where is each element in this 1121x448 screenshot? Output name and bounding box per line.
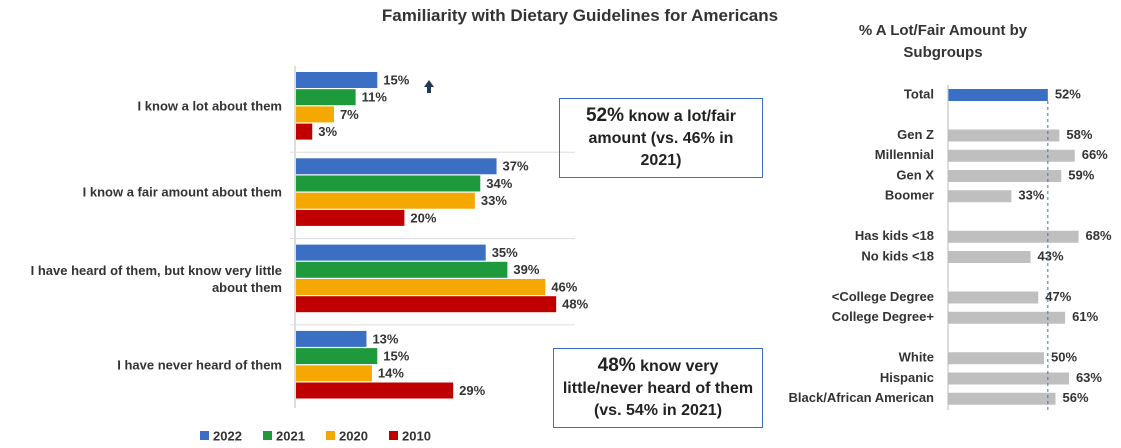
value-label: 52%	[1055, 86, 1081, 101]
bar	[948, 291, 1039, 304]
bar	[296, 244, 486, 261]
value-label: 33%	[481, 193, 507, 208]
value-label: 37%	[503, 159, 529, 174]
legend-label: 2022	[213, 428, 242, 443]
category-label: Gen Z	[897, 127, 934, 142]
bar	[948, 230, 1079, 243]
bar	[948, 190, 1012, 203]
category-label: College Degree+	[832, 309, 935, 324]
value-label: 34%	[486, 176, 512, 191]
bar	[296, 330, 367, 347]
value-label: 20%	[410, 210, 436, 225]
legend-label: 2021	[276, 428, 305, 443]
bar	[948, 372, 1069, 385]
value-label: 11%	[362, 90, 388, 105]
legend-swatch	[263, 431, 272, 440]
legend-label: 2020	[339, 428, 368, 443]
legend-label: 2010	[402, 428, 431, 443]
bar	[296, 72, 378, 88]
value-label: 58%	[1066, 127, 1092, 142]
category-label: Total	[904, 86, 934, 101]
category-label: Boomer	[885, 188, 934, 203]
value-label: 7%	[340, 107, 359, 122]
category-label: Hispanic	[880, 370, 934, 385]
value-label: 14%	[378, 366, 404, 381]
chart-title: Familiarity with Dietary Guidelines for …	[381, 6, 779, 25]
value-label: 68%	[1086, 228, 1112, 243]
category-label: Millennial	[875, 147, 934, 162]
category-label: White	[899, 350, 934, 365]
value-label: 61%	[1072, 309, 1098, 324]
bar	[296, 106, 334, 123]
annotation-box: 48% know very little/never heard of them…	[553, 348, 763, 428]
bar	[948, 251, 1031, 263]
chart-title: % A Lot/Fair Amount by Subgroups	[858, 22, 1028, 61]
value-label: 43%	[1038, 248, 1064, 263]
legend-swatch	[389, 431, 398, 440]
value-label: 13%	[372, 331, 398, 346]
annotation-text: know a lot/fair amount (vs. 46% in 2021)	[588, 108, 737, 169]
category-label: I have never heard of them	[117, 357, 282, 373]
bar	[296, 158, 497, 175]
value-label: 33%	[1018, 188, 1044, 203]
value-label: 56%	[1063, 390, 1089, 405]
value-label: 47%	[1045, 289, 1071, 304]
bar	[948, 170, 1062, 182]
category-label: Black/African American	[789, 390, 935, 405]
annotation-highlight: 48%	[597, 355, 636, 376]
bar	[296, 175, 481, 192]
value-label: 15%	[383, 72, 409, 87]
value-label: 50%	[1051, 350, 1077, 365]
bar	[296, 382, 454, 399]
bar	[948, 149, 1075, 162]
value-label: 3%	[318, 124, 337, 139]
bar	[296, 365, 372, 382]
bar	[948, 392, 1056, 405]
annotation-highlight: 52%	[585, 105, 624, 126]
annotation-text: know very little/never heard of them (vs…	[562, 358, 754, 419]
up-arrow-icon	[424, 80, 434, 93]
value-label: 29%	[459, 383, 485, 398]
bar	[296, 296, 557, 313]
bar	[296, 279, 546, 295]
value-label: 59%	[1068, 167, 1094, 182]
value-label: 15%	[383, 349, 409, 364]
category-label: I have heard of them, but know very litt…	[30, 262, 282, 295]
bar	[296, 123, 313, 140]
category-label: <College Degree	[832, 289, 934, 304]
bar	[296, 209, 405, 226]
category-label: I know a lot about them	[137, 98, 282, 114]
annotation-box: 52% know a lot/fair amount (vs. 46% in 2…	[559, 98, 763, 178]
value-label: 66%	[1082, 147, 1108, 162]
bar	[296, 261, 508, 278]
bar	[948, 129, 1060, 142]
category-label: Gen X	[896, 167, 934, 182]
bar	[296, 348, 378, 365]
category-label: I know a fair amount about them	[82, 184, 282, 200]
bar	[948, 89, 1048, 101]
legend-swatch	[326, 431, 335, 440]
bar	[296, 89, 356, 106]
bar	[296, 192, 475, 209]
category-label: Has kids <18	[855, 228, 934, 243]
bar	[948, 352, 1044, 365]
value-label: 35%	[492, 245, 518, 260]
category-label: No kids <18	[861, 248, 934, 263]
legend-swatch	[200, 431, 209, 440]
bar	[948, 311, 1066, 324]
value-label: 63%	[1076, 370, 1102, 385]
value-label: 46%	[551, 279, 577, 294]
value-label: 48%	[562, 297, 588, 312]
value-label: 39%	[513, 262, 539, 277]
